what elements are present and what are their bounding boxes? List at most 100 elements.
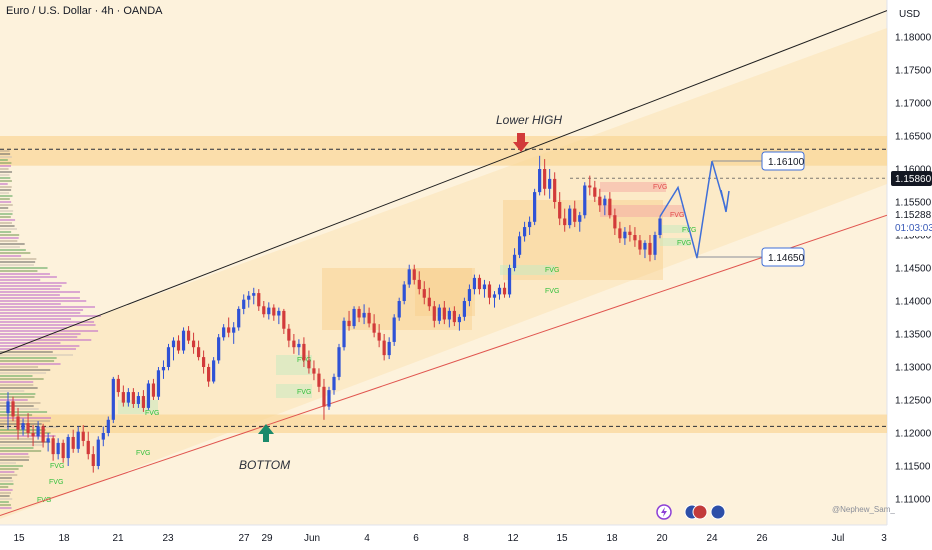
profile-bar — [0, 261, 36, 263]
candle-body — [56, 442, 60, 455]
candle-body — [467, 289, 472, 301]
profile-bar — [0, 258, 37, 260]
resistance-trendline[interactable] — [0, 10, 887, 355]
x-tick-label: Jul — [832, 533, 845, 544]
candle-body — [548, 178, 552, 189]
candle-body — [362, 312, 366, 318]
candle-body — [648, 242, 652, 255]
candle-body — [31, 433, 35, 437]
profile-bar — [0, 480, 14, 482]
profile-bar — [0, 315, 101, 317]
target-high-box — [761, 151, 805, 171]
profile-bar — [0, 360, 55, 362]
candle-body — [658, 218, 662, 235]
profile-bar — [0, 402, 41, 404]
fvg-label: FVG — [545, 267, 559, 274]
globe-icon[interactable] — [710, 504, 726, 520]
support-trendline[interactable] — [0, 214, 887, 516]
candle-body — [452, 310, 456, 323]
profile-bar — [0, 489, 13, 491]
candle-body — [282, 310, 286, 329]
profile-bar — [0, 327, 67, 329]
candle-body — [533, 192, 537, 222]
profile-bar — [0, 471, 15, 473]
x-tick-label: Jun — [304, 533, 320, 544]
profile-bar — [0, 234, 20, 236]
us-flag-icon[interactable] — [692, 504, 708, 520]
candle-body — [442, 307, 446, 320]
target-high[interactable]: 1.16100 — [712, 151, 805, 171]
projection-path[interactable] — [659, 160, 727, 259]
zones-layer — [0, 28, 887, 519]
profile-bar — [0, 198, 10, 200]
candle-body — [402, 284, 406, 301]
y-tick-label: 1.14500 — [895, 264, 932, 275]
profile-bar — [0, 195, 13, 197]
profile-bar — [0, 204, 13, 206]
y-tick-label: 1.12000 — [895, 429, 932, 440]
candle-body — [46, 438, 50, 443]
candle-body — [492, 294, 497, 298]
watermark: @Nephew_Sam_ — [832, 505, 895, 514]
candle-body — [41, 426, 45, 443]
candle-body — [447, 310, 451, 320]
x-tick-label: 20 — [656, 533, 668, 544]
candle-body — [357, 308, 361, 318]
projection-arrowhead — [720, 189, 730, 213]
profile-bar — [0, 279, 41, 281]
x-tick-label: 12 — [507, 533, 519, 544]
bottom-annotation: BOTTOM — [239, 424, 290, 472]
candle-body — [327, 390, 331, 407]
y-tick-label: 1.17000 — [895, 99, 932, 110]
profile-bar — [0, 156, 12, 158]
fvg-label: FVG — [545, 288, 559, 295]
profile-bar — [0, 225, 15, 227]
profile-bar — [0, 237, 19, 239]
profile-bar — [0, 444, 44, 446]
fvg-zone — [660, 225, 690, 233]
profile-bar — [0, 306, 95, 308]
candle-body — [382, 340, 386, 356]
candle-body — [372, 323, 376, 333]
x-tick-label: 29 — [261, 533, 273, 544]
profile-bar — [0, 483, 14, 485]
candle-body — [603, 198, 607, 206]
price-axis-panel — [887, 0, 932, 550]
event-icons[interactable] — [656, 504, 726, 520]
candle-body — [307, 360, 311, 369]
profile-bar — [0, 333, 81, 335]
profile-bar — [0, 282, 67, 284]
candle-body — [181, 330, 186, 351]
candle-body — [136, 396, 141, 404]
candle-body — [36, 426, 40, 437]
x-tick-label: 15 — [556, 533, 568, 544]
candle-body — [106, 419, 110, 433]
profile-bar — [0, 174, 10, 176]
profile-bar — [0, 291, 80, 293]
candle-body — [71, 436, 75, 449]
profile-bar — [0, 378, 44, 380]
profile-bar — [0, 336, 78, 338]
candle-body — [527, 221, 532, 228]
target-low[interactable]: 1.14650 — [697, 247, 805, 267]
lightning-glyph — [661, 507, 667, 517]
fvg-label: FVG — [49, 479, 63, 486]
lower-high-annotation: Lower HIGH — [496, 113, 562, 152]
target-low-box — [761, 247, 805, 267]
profile-bar — [0, 171, 13, 173]
candle-body — [287, 328, 291, 341]
profile-bar — [0, 339, 92, 341]
profile-bar — [0, 498, 13, 500]
candle-body — [322, 386, 326, 407]
level-tag-bg — [891, 171, 932, 186]
profile-bar — [0, 396, 35, 398]
profile-bar — [0, 303, 61, 305]
candle-body — [618, 228, 622, 239]
candle-body — [21, 423, 25, 430]
candle-body — [126, 392, 130, 403]
fvg-label: FVG — [145, 410, 159, 417]
profile-bar — [0, 453, 29, 455]
candle-body — [156, 370, 161, 397]
profile-bar — [0, 462, 16, 464]
